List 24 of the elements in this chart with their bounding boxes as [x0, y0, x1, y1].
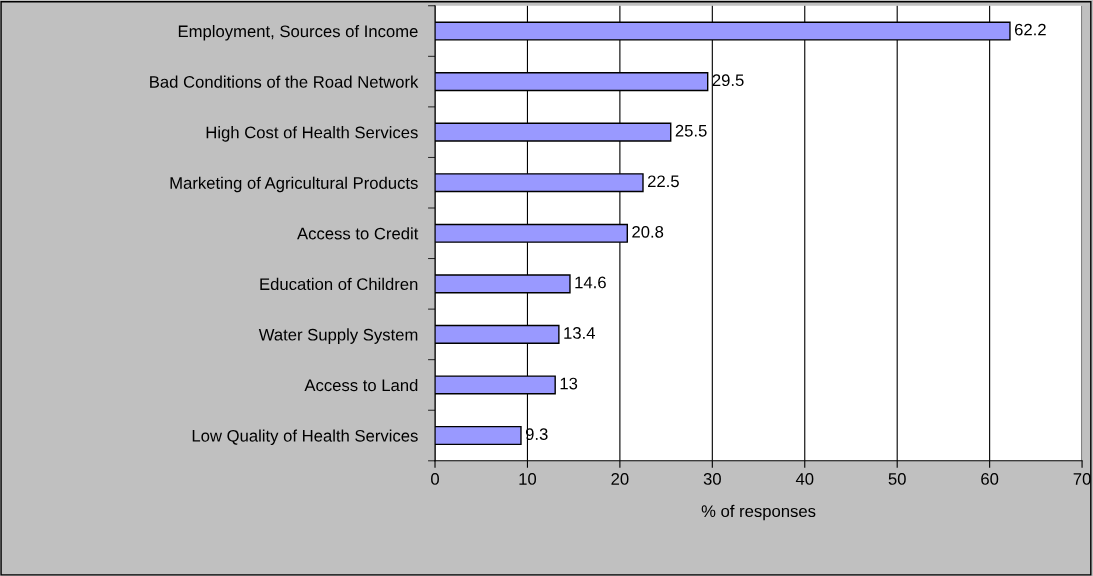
data-label: 25.5 — [675, 124, 707, 137]
data-label: 14.6 — [575, 276, 606, 289]
x-tick-label: 60 — [981, 473, 999, 485]
y-tick-label: Low Quality of Health Services — [192, 429, 418, 446]
x-tick-label: 10 — [519, 473, 537, 485]
y-tick-label: Employment, Sources of Income — [178, 25, 418, 41]
y-tick-label: Education of Children — [260, 277, 418, 291]
x-tick-label: 20 — [611, 473, 629, 485]
x-tick-label: 50 — [888, 473, 906, 485]
x-tick-label: 40 — [795, 473, 814, 485]
data-label: 13 — [560, 377, 578, 390]
y-tick-label: Marketing of Agricultural Products — [170, 176, 418, 193]
y-tick-label: Access to Credit — [297, 227, 419, 240]
y-tick-label: Access to Land — [304, 378, 418, 392]
y-tick-label: Bad Conditions of the Road Network — [150, 75, 419, 88]
x-tick-label: 0 — [431, 473, 439, 485]
data-label: 13.4 — [564, 327, 595, 339]
y-tick-label: Water Supply System — [258, 328, 418, 344]
data-label: 62.2 — [1014, 23, 1046, 36]
data-label: 20.8 — [632, 225, 664, 238]
x-axis-title: % of responses — [701, 504, 816, 521]
x-tick-label: 30 — [703, 473, 721, 485]
data-label: 22.5 — [648, 175, 679, 188]
y-tick-label: High Cost of Health Services — [206, 126, 418, 142]
